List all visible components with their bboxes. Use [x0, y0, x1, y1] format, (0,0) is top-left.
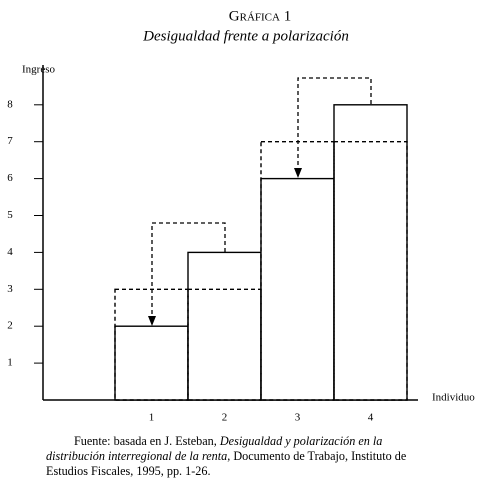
x-tick-label: 3 — [295, 412, 301, 424]
source-note: Fuente: basada en J. Esteban, Desigualda… — [46, 434, 422, 479]
arrow-head — [294, 168, 302, 178]
y-tick-label: 2 — [7, 320, 13, 332]
transfer-arrow — [151, 222, 226, 318]
y-tick-label: 1 — [7, 357, 13, 369]
chart-subtitle: Desigualdad frente a polarización — [142, 28, 349, 44]
chart: Gráfica 1 Desigualdad frente a polarizac… — [7, 8, 475, 424]
chart-title: Gráfica 1 — [229, 8, 291, 24]
plot — [114, 104, 408, 401]
x-axis-label: Individuo — [432, 392, 475, 404]
x-tick-label: 1 — [149, 412, 155, 424]
reference-bar — [187, 288, 262, 401]
bar — [187, 251, 262, 401]
y-tick-label: 3 — [7, 283, 13, 295]
y-tick-label: 7 — [7, 135, 13, 147]
x-tick-label: 2 — [222, 412, 228, 424]
source-title: Desigualdad y polarización en la distrib… — [46, 434, 383, 463]
source-text: Fuente: basada en J. Esteban, — [74, 434, 220, 448]
y-tick-label: 5 — [7, 209, 13, 221]
y-tick-label: 6 — [7, 172, 13, 184]
arrow-head — [148, 316, 156, 326]
bar — [333, 104, 408, 401]
y-axis-label: Ingreso — [22, 64, 55, 76]
bar — [260, 177, 335, 401]
y-tick-label: 8 — [7, 98, 13, 110]
reference-bar — [333, 140, 408, 401]
y-tick-label: 4 — [7, 246, 13, 258]
bar — [114, 325, 189, 401]
x-tick-label: 4 — [368, 412, 374, 424]
source-text: , Documento de Trabajo, Instituto de Est… — [46, 449, 407, 478]
